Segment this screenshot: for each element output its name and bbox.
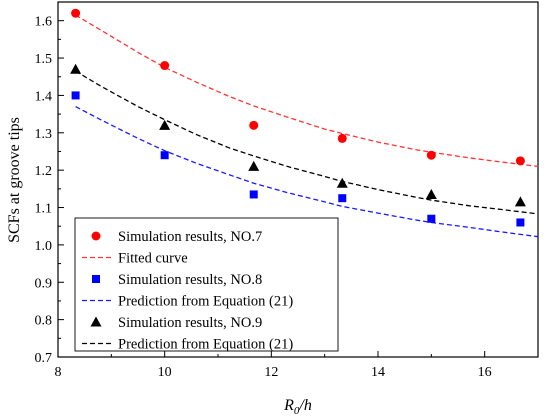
- series-0-point: [249, 120, 259, 130]
- markers: [70, 8, 526, 227]
- series-2-point: [338, 194, 347, 203]
- series-4-point: [248, 160, 260, 171]
- y-tick-label: 1.3: [35, 127, 53, 142]
- y-ticks: 0.7 0.8 0.9 1.0 1.1 1.2 1.3 1.4 1.5 1.6: [35, 15, 64, 366]
- series-5-curve: [75, 70, 539, 215]
- y-tick-label: 1.1: [35, 202, 53, 217]
- y-tick-label: 0.7: [35, 351, 53, 366]
- series-0-point: [426, 150, 436, 160]
- legend-marker-4: [90, 316, 102, 327]
- x-axis-label-main: R: [283, 397, 294, 414]
- x-axis-label-sub: 0: [294, 405, 300, 417]
- legend-marker-0: [91, 231, 101, 241]
- y-tick-label: 1.5: [35, 52, 53, 67]
- x-tick-label: 12: [264, 365, 278, 380]
- series-2-point: [160, 151, 169, 160]
- y-axis-label: SCFs at groove tips: [6, 117, 23, 243]
- series-0-point: [71, 8, 81, 18]
- x-tick-label: 8: [55, 365, 62, 380]
- y-tick-label: 1.4: [35, 89, 53, 104]
- series-1-curve: [75, 14, 539, 168]
- legend-box: [74, 217, 339, 352]
- y-tick-label: 1.2: [35, 164, 53, 179]
- legend-label-4: Simulation results, NO.9: [118, 315, 262, 331]
- series-0-point: [160, 61, 170, 71]
- x-tick-label: 10: [158, 365, 172, 380]
- x-tick-label: 16: [478, 365, 492, 380]
- y-tick-label: 0.8: [35, 314, 53, 329]
- legend-label-5: Prediction from Equation (21): [118, 337, 293, 353]
- series-2-point: [71, 91, 80, 100]
- legend-marker-2: [92, 275, 100, 283]
- legend-label-1: Fitted curve: [118, 251, 188, 267]
- series-2-point: [427, 214, 436, 223]
- series-2-point: [516, 218, 525, 227]
- series-4-point: [336, 177, 348, 188]
- series-4-point: [425, 188, 437, 199]
- x-ticks: 8 10 12 14 16: [55, 351, 492, 380]
- x-axis-label: R0/h: [283, 397, 312, 417]
- plot-frame: [57, 1, 539, 358]
- series-3-curve: [75, 106, 539, 238]
- x-axis-label-suffix: /h: [298, 397, 311, 414]
- series-0-point: [515, 156, 525, 166]
- y-tick-label: 1.6: [35, 15, 53, 30]
- legend-label-2: Simulation results, NO.8: [118, 272, 262, 288]
- y-tick-label: 0.9: [35, 276, 53, 291]
- legend: Simulation results, NO.7 Fitted curve Simu…: [74, 217, 339, 353]
- legend-label-3: Prediction from Equation (21): [118, 294, 293, 310]
- series-0-point: [337, 133, 347, 143]
- series-4-point: [70, 63, 82, 74]
- curves: [75, 14, 539, 238]
- legend-label-0: Simulation results, NO.7: [118, 229, 262, 245]
- series-4-point: [159, 119, 171, 130]
- x-tick-label: 14: [371, 365, 385, 380]
- series-2-point: [249, 190, 258, 199]
- y-tick-label: 1.0: [35, 239, 53, 254]
- series-4-point: [514, 196, 526, 207]
